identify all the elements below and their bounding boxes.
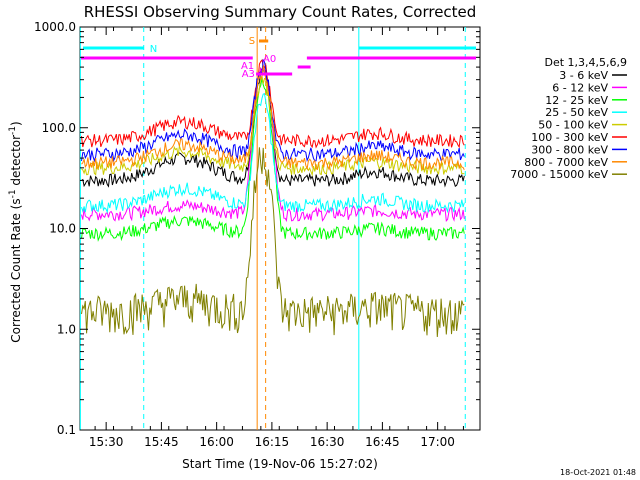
flag-label-a3: A3 [242,69,255,80]
legend-label-4: 25 - 50 keV [545,106,608,119]
flag-label-s: S [249,36,255,47]
y-tick-label: 1.0 [57,322,76,336]
x-tick-label: 15:30 [89,435,124,449]
x-tick-label: 15:45 [144,435,179,449]
series-line-4 [81,93,465,214]
timestamp: 18-Oct-2021 01:48 [560,468,636,477]
series-group [81,58,465,338]
x-axis-ticks: 15:30 15:45 16:00 16:15 16:30 16:45 17:00 [89,27,464,449]
legend-label-3: 12 - 25 keV [545,94,608,107]
y-axis-label: Corrected Count Rate (s-1 detector-1) [8,121,23,342]
y-axis-label-end: detector [9,135,23,190]
y-axis-label-main: Corrected Count Rate (s [9,198,23,342]
y-axis-label-exp2: -1 [8,126,18,135]
series-line-3 [81,78,465,242]
legend-label-6: 100 - 300 keV [531,131,608,144]
legend-label-2: 6 - 12 keV [552,81,608,94]
flag-label-a1: A1 [241,61,254,72]
y-tick-label: 100.0 [42,121,76,135]
flag-label-n: N [150,44,157,55]
series-line-7 [81,58,465,163]
series-line-8 [81,64,465,171]
y-tick-label: 0.1 [57,423,76,437]
series-line-2 [81,66,465,223]
x-tick-label: 16:45 [365,435,400,449]
y-tick-label: 1000.0 [34,20,76,34]
y-axis-label-close: ) [9,121,23,126]
series-line-9 [81,147,465,338]
legend-label-5: 50 - 100 keV [538,119,608,132]
x-axis-label: Start Time (19-Nov-06 15:27:02) [182,457,378,471]
x-tick-label: 16:00 [199,435,234,449]
y-tick-label: 10.0 [49,222,76,236]
plot-frame [79,26,481,431]
legend-label-8: 800 - 7000 keV [524,156,608,169]
x-tick-label: 16:30 [310,435,345,449]
flag-guide-lines [79,27,466,430]
y-axis-ticks: 0.1 1.0 10.0 100.0 1000.0 [34,20,480,437]
x-tick-label: 17:00 [420,435,455,449]
y-axis-label-exp: -1 [8,189,18,198]
x-tick-label: 16:15 [255,435,290,449]
series-line-6 [81,59,465,149]
legend-label-9: 7000 - 15000 keV [510,168,608,181]
legend-label-1: 3 - 6 keV [559,69,608,82]
flag-label-a0: A0 [263,54,276,65]
legend-label-7: 300 - 800 keV [531,143,608,156]
chart-title: RHESSI Observing Summary Count Rates, Co… [84,3,477,21]
legend-header: Det 1,3,4,5,6,9 [544,56,627,69]
